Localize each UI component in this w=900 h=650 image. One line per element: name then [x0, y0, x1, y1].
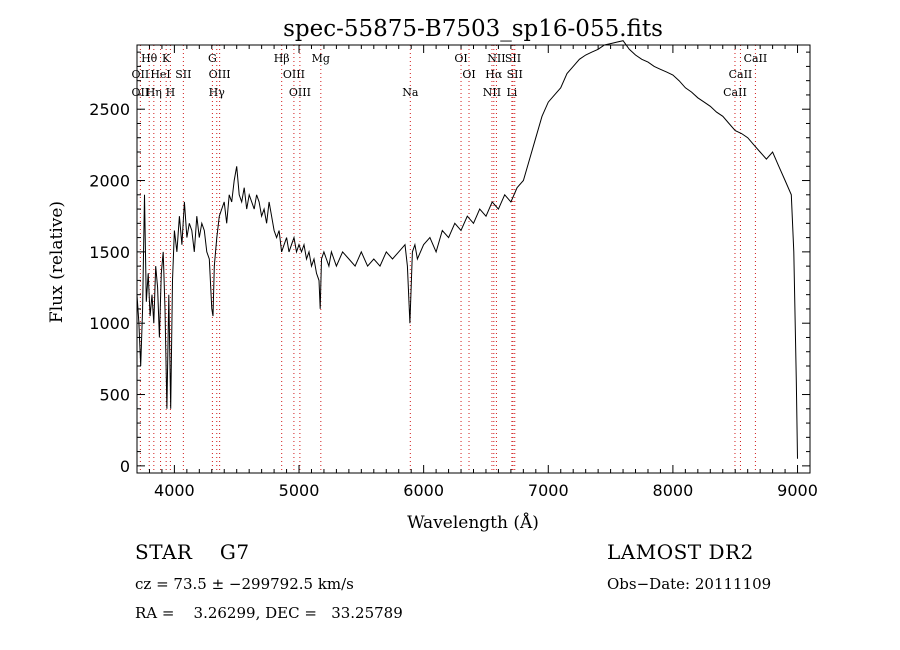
y-tick-label: 2000	[89, 172, 130, 191]
survey-name: LAMOST DR2	[607, 540, 754, 564]
line-label: OIII	[209, 68, 231, 81]
y-tick-label: 500	[99, 386, 130, 405]
y-tick-label: 0	[120, 457, 130, 476]
line-label: NII	[487, 52, 505, 65]
line-label: OIII	[289, 86, 311, 99]
line-label: HeI	[150, 68, 170, 81]
line-markers	[139, 45, 756, 473]
y-tick-label: 1000	[89, 314, 130, 333]
x-tick-label: 7000	[528, 481, 569, 500]
line-label: G	[208, 52, 217, 65]
object-class: STAR G7	[135, 540, 250, 564]
line-label: Hβ	[274, 52, 290, 65]
line-label: H	[166, 86, 176, 99]
line-label: CaII	[723, 86, 747, 99]
x-tick-label: 6000	[403, 481, 444, 500]
line-label: Li	[506, 86, 517, 99]
ra-dec-line: RA = 3.26299, DEC = 33.25789	[135, 604, 403, 622]
y-axis-ticks: 0 500 1000 1500 2000 2500	[89, 51, 810, 476]
line-label: Hγ	[209, 86, 226, 99]
line-label: SII	[505, 52, 521, 65]
chart-title: spec-55875-B7503_sp16-055.fits	[283, 16, 663, 42]
x-tick-label: 9000	[777, 481, 818, 500]
redshift-line: cz = 73.5 ± −299792.5 km/s	[135, 575, 354, 593]
line-label: K	[162, 52, 171, 65]
line-label: NII	[483, 86, 501, 99]
line-label: OI	[462, 68, 475, 81]
line-label: OIII	[283, 68, 305, 81]
y-tick-label: 2500	[89, 100, 130, 119]
line-label: OII	[132, 68, 150, 81]
x-tick-label: 4000	[154, 481, 195, 500]
y-axis-label: Flux (relative)	[47, 201, 67, 323]
line-label: Hη	[146, 86, 162, 99]
line-label: Hθ	[141, 52, 158, 65]
line-label: Hα	[485, 68, 503, 81]
line-label: Mg	[312, 52, 330, 65]
x-tick-label: 8000	[653, 481, 694, 500]
plot-frame	[136, 44, 811, 474]
line-label: SII	[507, 68, 523, 81]
spectrum-line	[136, 40, 798, 459]
obs-date: Obs−Date: 20111109	[607, 575, 772, 593]
x-axis-label: Wavelength (Å)	[407, 512, 539, 533]
line-label: OI	[454, 52, 467, 65]
line-label: CaII	[744, 52, 768, 65]
line-label: OII	[132, 86, 150, 99]
line-label: Na	[402, 86, 419, 99]
x-axis-ticks: 4000 5000 6000 7000 8000 9000	[148, 45, 818, 500]
y-tick-label: 1500	[89, 243, 130, 262]
line-label: CaII	[729, 68, 753, 81]
line-label: SII	[175, 68, 191, 81]
x-tick-label: 5000	[279, 481, 320, 500]
